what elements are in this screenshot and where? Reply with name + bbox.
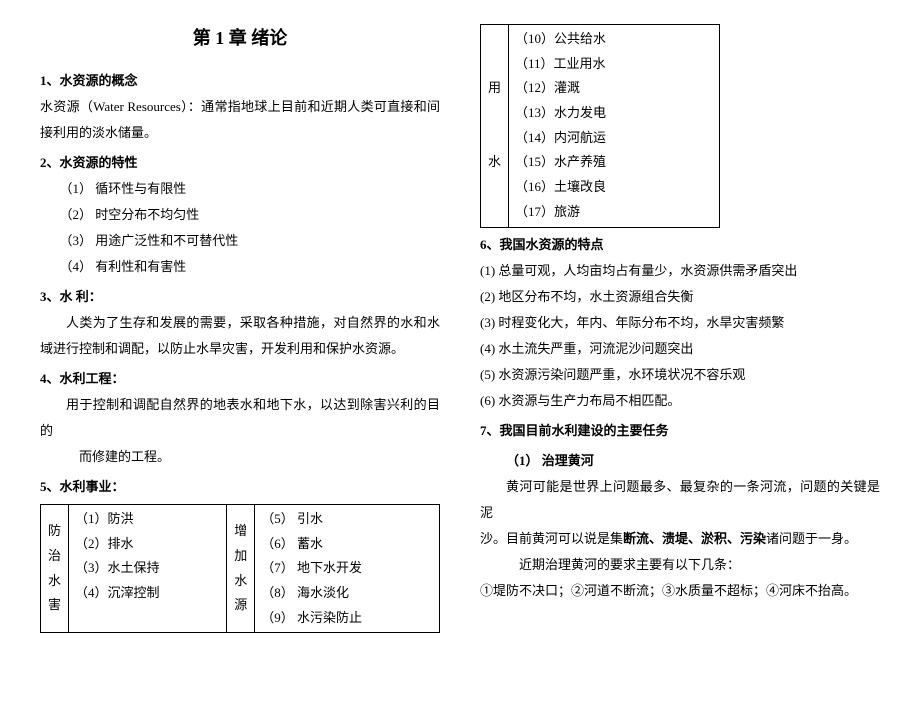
table1-b3: （7） 地下水开发 [261,556,433,581]
section-7-p2: 近期治理黄河的要求主要有以下几条： [480,552,880,578]
table1-colA-header: 防 治 水 害 [41,505,69,633]
table2-r17: （17）旅游 [515,200,713,225]
right-column: 用 水 （10）公共给水 （11）工业用水 （12）灌溉 （13）水力发电 （1… [480,20,880,691]
section-6-item-3: (3) 时程变化大，年内、年际分布不均，水旱灾害频繁 [480,310,880,336]
table1-a2: （2）排水 [75,532,220,557]
section-7-p3: ①堤防不决口；②河道不断流；③水质量不超标；④河床不抬高。 [480,578,880,604]
section-2-item-3: （3） 用途广泛性和不可替代性 [40,228,440,254]
section-4-title: 4、水利工程： [40,366,440,392]
chapter-title: 第 1 章 绪论 [40,20,440,56]
table2-r10: （10）公共给水 [515,27,713,52]
section-6-item-6: (6) 水资源与生产力布局不相匹配。 [480,388,880,414]
table2-r12: （12）灌溉 [515,76,713,101]
section-6-item-5: (5) 水资源污染问题严重，水环境状况不容乐观 [480,362,880,388]
section-7-title: 7、我国目前水利建设的主要任务 [480,418,880,444]
table1-colB-body: （5） 引水 （6） 蓄水 （7） 地下水开发 （8） 海水淡化 （9） 水污染… [255,505,440,633]
table1-b2: （6） 蓄水 [261,532,433,557]
table1-a-h1: 防 [48,523,61,538]
table1-b5: （9） 水污染防止 [261,606,433,631]
table1-b-h1: 增 [234,523,247,538]
table2-r11: （11）工业用水 [515,52,713,77]
table2-r14: （14）内河航运 [515,126,713,151]
section-6-title: 6、我国水资源的特点 [480,232,880,258]
two-column-layout: 第 1 章 绪论 1、水资源的概念 水资源（Water Resources）：通… [40,20,880,691]
table2-body: （10）公共给水 （11）工业用水 （12）灌溉 （13）水力发电 （14）内河… [509,25,720,228]
section-7-p1b: 沙。目前黄河可以说是集 [480,531,623,546]
table1-a1: （1）防洪 [75,507,220,532]
table2-header: 用 水 [481,25,509,228]
table1-a3: （3）水土保持 [75,556,220,581]
table1-colB-header: 增 加 水 源 [227,505,255,633]
table2-r13: （13）水力发电 [515,101,713,126]
table2-h1: 用 [488,80,501,95]
table1-b1: （5） 引水 [261,507,433,532]
section-1-body: 水资源（Water Resources）：通常指地球上目前和近期人类可直接和间接… [40,94,440,146]
table1-b-h4: 源 [234,597,247,612]
section-5-title: 5、水利事业： [40,474,440,500]
table1-b4: （8） 海水淡化 [261,581,433,606]
table2-r16: （16）土壤改良 [515,175,713,200]
table2-h2: 水 [488,154,501,169]
section-6-item-4: (4) 水土流失严重，河流泥沙问题突出 [480,336,880,362]
section-7-p1-line2: 沙。目前黄河可以说是集断流、溃堤、淤积、污染诸问题于一身。 [480,526,880,552]
table-water-utilities: 防 治 水 害 （1）防洪 （2）排水 （3）水土保持 （4）沉滓控制 增 加 … [40,504,440,633]
table1-a4: （4）沉滓控制 [75,581,220,606]
section-2-item-4: （4） 有利性和有害性 [40,254,440,280]
table1-b-h2: 加 [234,548,247,563]
section-1-title: 1、水资源的概念 [40,68,440,94]
section-6-item-2: (2) 地区分布不均，水土资源组合失衡 [480,284,880,310]
section-4-line-1: 用于控制和调配自然界的地表水和地下水，以达到除害兴利的目的 [40,392,440,444]
section-7-p1c: 诸问题于一身。 [766,531,857,546]
table1-colA-body: （1）防洪 （2）排水 （3）水土保持 （4）沉滓控制 [69,505,227,633]
section-7-p1a: 黄河可能是世界上问题最多、最复杂的一条河流，问题的关键是泥 [480,474,880,526]
section-7-sub: （1） 治理黄河 [480,448,880,474]
section-4-line-2: 而修建的工程。 [40,444,440,470]
table1-a-h2: 治 [48,548,61,563]
table1-a-h3: 水 [48,573,61,588]
section-2-title: 2、水资源的特性 [40,150,440,176]
section-6-item-1: (1) 总量可观，人均亩均占有量少，水资源供需矛盾突出 [480,258,880,284]
table2-r15: （15）水产养殖 [515,150,713,175]
section-3-title: 3、水 利： [40,284,440,310]
table1-b-h3: 水 [234,573,247,588]
section-2-item-1: （1） 循环性与有限性 [40,176,440,202]
table1-a-h4: 害 [48,597,61,612]
table-water-usage: 用 水 （10）公共给水 （11）工业用水 （12）灌溉 （13）水力发电 （1… [480,24,720,228]
section-2-item-2: （2） 时空分布不均匀性 [40,202,440,228]
section-7-bold: 断流、溃堤、淤积、污染 [623,531,766,546]
left-column: 第 1 章 绪论 1、水资源的概念 水资源（Water Resources）：通… [40,20,440,691]
section-3-body: 人类为了生存和发展的需要，采取各种措施，对自然界的水和水域进行控制和调配，以防止… [40,310,440,362]
